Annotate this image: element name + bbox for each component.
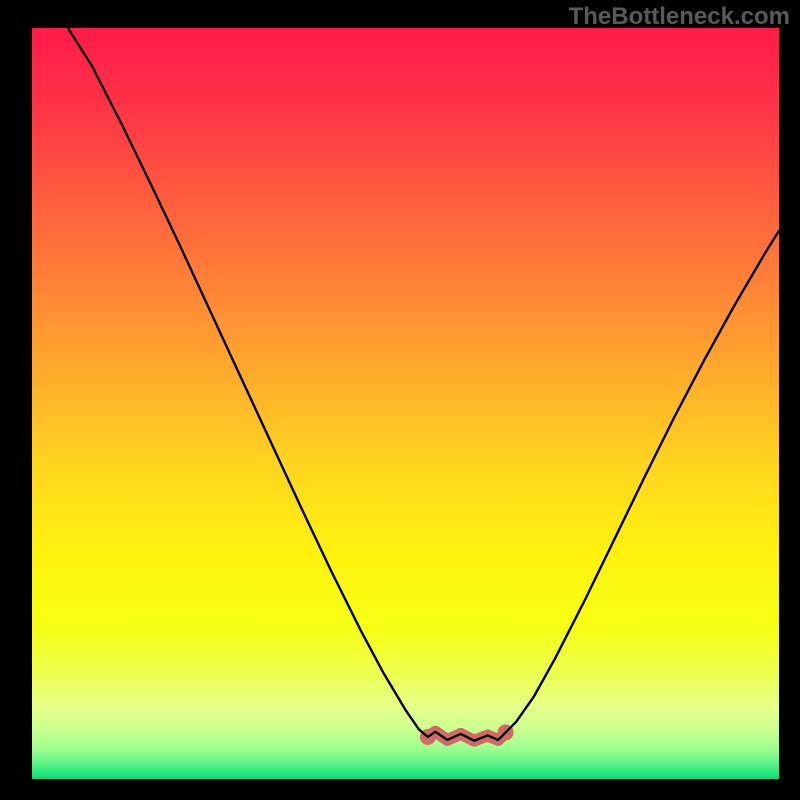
plot-area xyxy=(32,28,779,779)
chart-svg xyxy=(32,28,779,779)
watermark-text: TheBottleneck.com xyxy=(569,3,790,31)
